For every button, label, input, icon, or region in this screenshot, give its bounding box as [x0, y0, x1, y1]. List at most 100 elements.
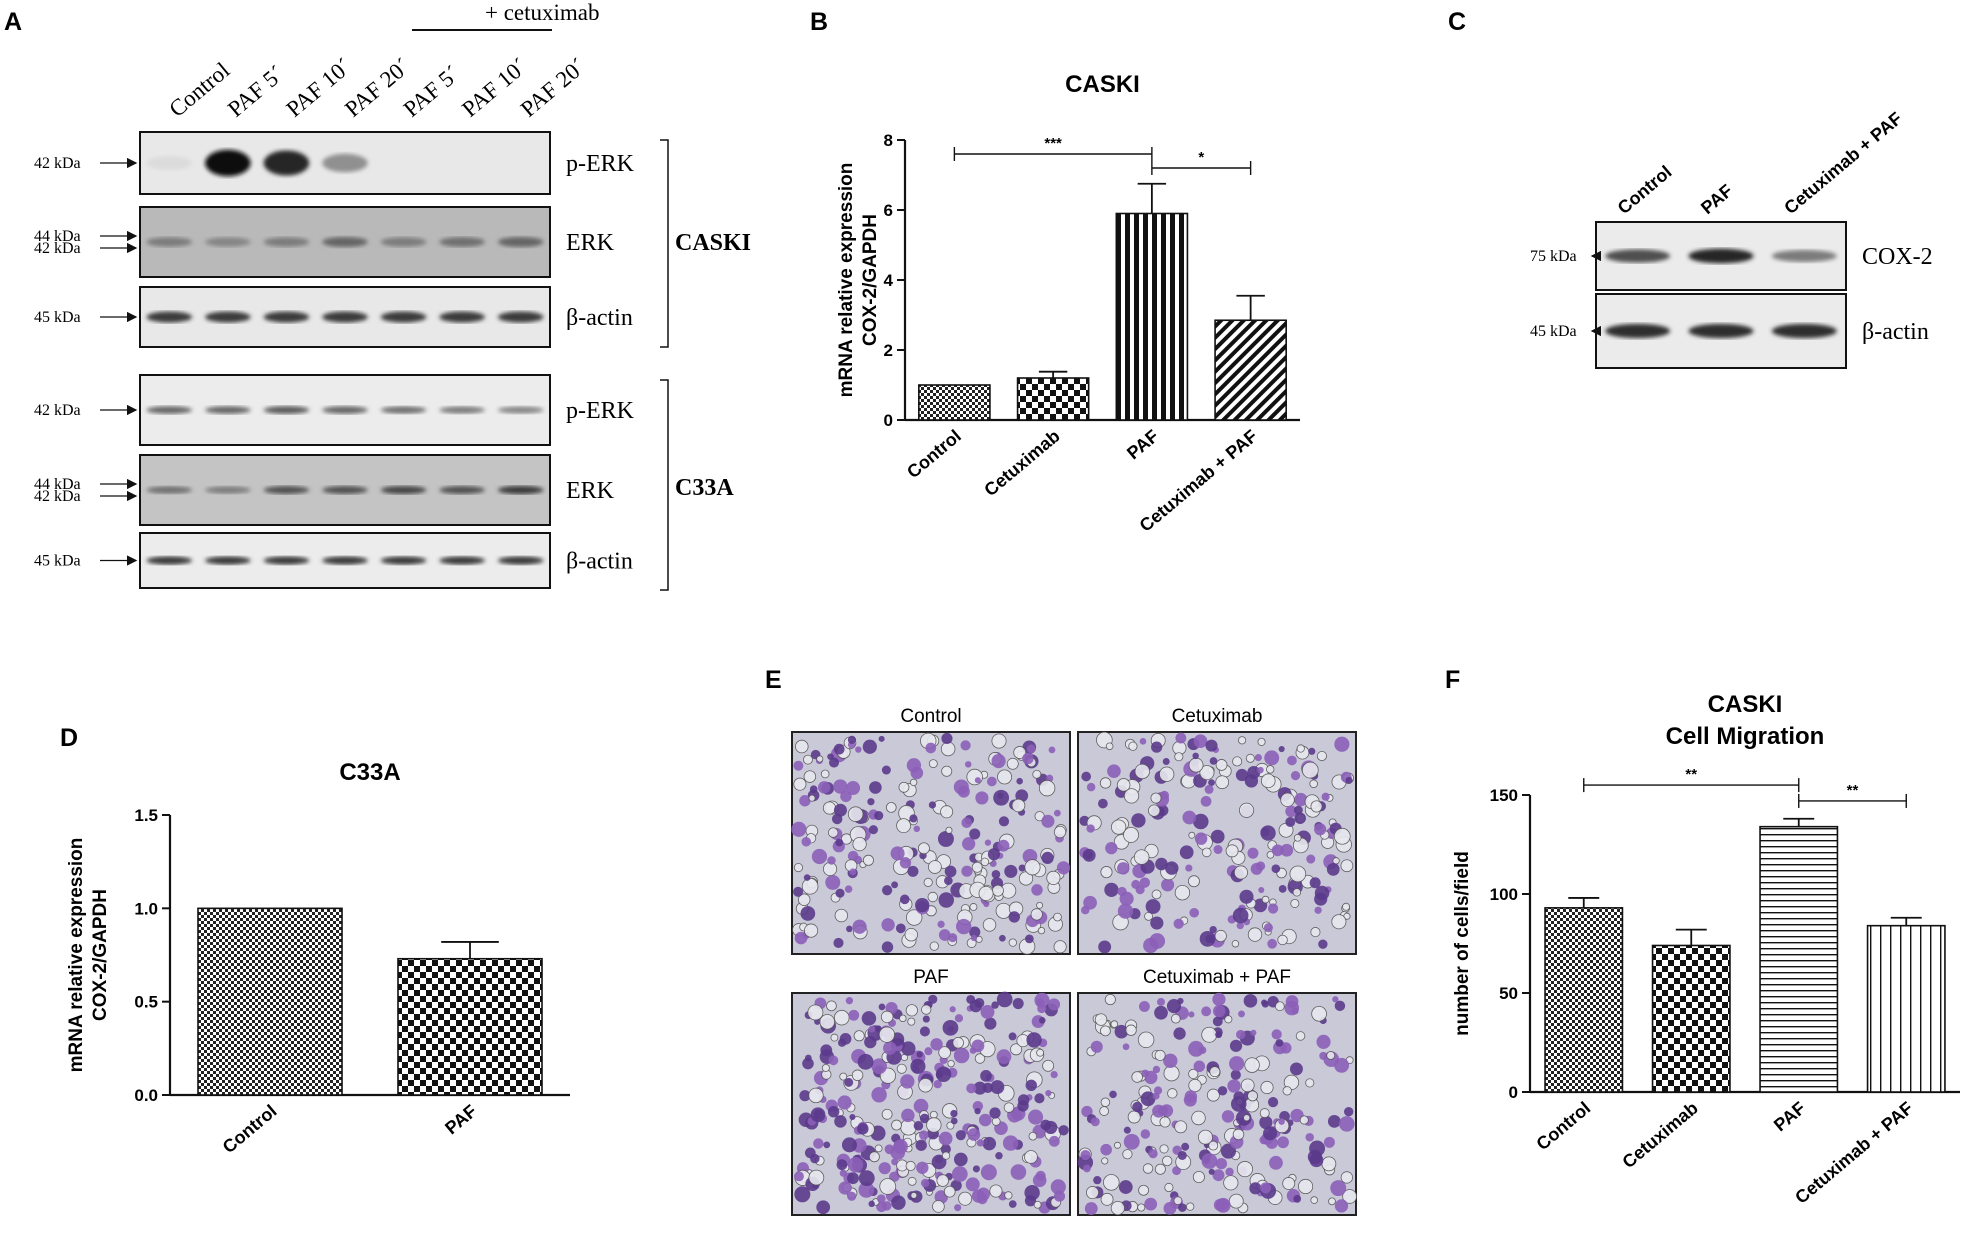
- cell-dot: [1004, 1191, 1013, 1200]
- cell-dot: [1250, 862, 1263, 875]
- cell-dot: [1212, 1169, 1225, 1182]
- cell-dot: [1198, 1046, 1207, 1054]
- sig-label: *: [1198, 149, 1204, 166]
- cell-dot: [801, 878, 819, 895]
- cell-dot: [1318, 939, 1328, 949]
- cell-dot: [1116, 778, 1131, 792]
- blot-band: [497, 311, 544, 323]
- cell-dot: [1123, 788, 1140, 804]
- cell-dot: [938, 1046, 951, 1059]
- cell-dot: [1099, 777, 1112, 789]
- y-tick-label: 1.5: [134, 806, 158, 825]
- cell-dot: [1084, 1202, 1098, 1216]
- cell-dot: [898, 781, 910, 793]
- kda-label: 75 kDa: [1530, 248, 1577, 265]
- cell-dot: [1138, 1001, 1150, 1012]
- cell-dot: [1162, 758, 1170, 765]
- cell-dot: [1166, 999, 1182, 1014]
- cell-dot: [855, 746, 862, 753]
- chart-title: CASKI: [1065, 71, 1140, 98]
- cell-dot: [1257, 766, 1264, 774]
- cell-dot: [937, 920, 945, 928]
- cell-dot: [1321, 1156, 1337, 1172]
- cell-dot: [1100, 1025, 1111, 1037]
- chart-d-c33a-mrna: C33A 0.0 0.5 1.0 1.5 mRNA relative expression…: [66, 759, 570, 1157]
- cell-dot: [1261, 895, 1270, 904]
- cell-dot: [907, 1017, 916, 1026]
- cell-dot: [943, 1185, 956, 1198]
- bar-1: [397, 957, 543, 1096]
- cell-dot: [1230, 1096, 1247, 1112]
- cell-dot: [1334, 1199, 1349, 1213]
- blot-band: [263, 406, 310, 414]
- cell-dot: [891, 881, 899, 889]
- cell-dot: [969, 999, 982, 1013]
- blot-label: ERK: [566, 230, 615, 256]
- bar-1: [1651, 944, 1731, 1093]
- y-axis-label: COX-2/GAPDH: [860, 214, 881, 346]
- cell-dot: [837, 1038, 847, 1047]
- cell-dot: [828, 827, 839, 838]
- blot-band: [146, 406, 193, 414]
- chart-f-caski-migration: CASKI Cell Migration 0 50 100 150 number of ce…: [1452, 691, 1960, 1208]
- cell-dot: [1148, 804, 1161, 817]
- cell-dot: [844, 885, 853, 893]
- cell-dot: [1263, 1126, 1278, 1141]
- cell-dot: [1342, 1189, 1357, 1204]
- cell-dot: [899, 1014, 907, 1023]
- y-tick-label: 50: [1499, 984, 1518, 1003]
- cell-dot: [1236, 1029, 1246, 1040]
- cell-dot: [926, 1117, 942, 1133]
- blot-band: [322, 236, 368, 248]
- cell-dot: [1123, 1126, 1131, 1134]
- y-tick-label: 8: [884, 131, 893, 150]
- cell-dot: [1125, 1024, 1137, 1036]
- y-axis-label: mRNA relative expression: [66, 838, 87, 1073]
- cell-dot: [891, 1119, 902, 1131]
- sig-label: **: [1847, 782, 1859, 799]
- chart-title: CASKI: [1708, 691, 1783, 718]
- cell-dot: [1200, 795, 1212, 807]
- cell-dot: [793, 760, 804, 771]
- cell-dot: [944, 865, 957, 878]
- cell-dot: [1154, 1005, 1168, 1020]
- cell-dot: [1053, 1190, 1066, 1202]
- cell-dot: [1137, 1203, 1146, 1212]
- cell-dot: [1238, 736, 1247, 745]
- cell-dot: [1151, 889, 1162, 900]
- cell-dot: [942, 1019, 959, 1036]
- cell-dot: [864, 1035, 877, 1049]
- cell-dot: [996, 991, 1013, 1008]
- cell-dot: [1293, 1195, 1302, 1203]
- cell-dot: [1201, 1026, 1218, 1043]
- cell-dot: [899, 894, 910, 905]
- cell-dot: [1326, 862, 1340, 876]
- cell-dot: [1215, 1197, 1231, 1213]
- cell-dot: [950, 1117, 958, 1125]
- cell-dot: [905, 909, 923, 926]
- cell-dot: [1152, 1065, 1161, 1074]
- cell-dot: [1182, 810, 1197, 825]
- cell-dot: [846, 781, 861, 796]
- cell-dot: [1122, 1043, 1130, 1051]
- blot-band: [322, 486, 368, 494]
- cell-dot: [1310, 800, 1323, 813]
- cell-dot: [1047, 998, 1061, 1011]
- cell-dot: [993, 789, 1010, 806]
- cell-dot: [1299, 1115, 1309, 1125]
- cell-dot: [1188, 1078, 1202, 1093]
- cell-dot: [1321, 792, 1330, 801]
- cell-dot: [1175, 732, 1187, 744]
- chart-b-caski-mrna: CASKI 0 2 4 6 8 mRNA relative expression COX-2/…: [836, 71, 1300, 536]
- cell-dot: [974, 777, 981, 784]
- cell-dot: [940, 741, 956, 757]
- blot-band: [205, 311, 251, 323]
- cell-dot: [1201, 1153, 1218, 1169]
- cell-dot: [1267, 938, 1278, 949]
- cell-dot: [1040, 1119, 1051, 1131]
- cell-dot: [1327, 1115, 1341, 1128]
- cell-dot: [1058, 1125, 1069, 1136]
- cell-dot: [1152, 1104, 1166, 1118]
- cell-dot: [837, 1095, 852, 1110]
- cell-dot: [1142, 1163, 1154, 1174]
